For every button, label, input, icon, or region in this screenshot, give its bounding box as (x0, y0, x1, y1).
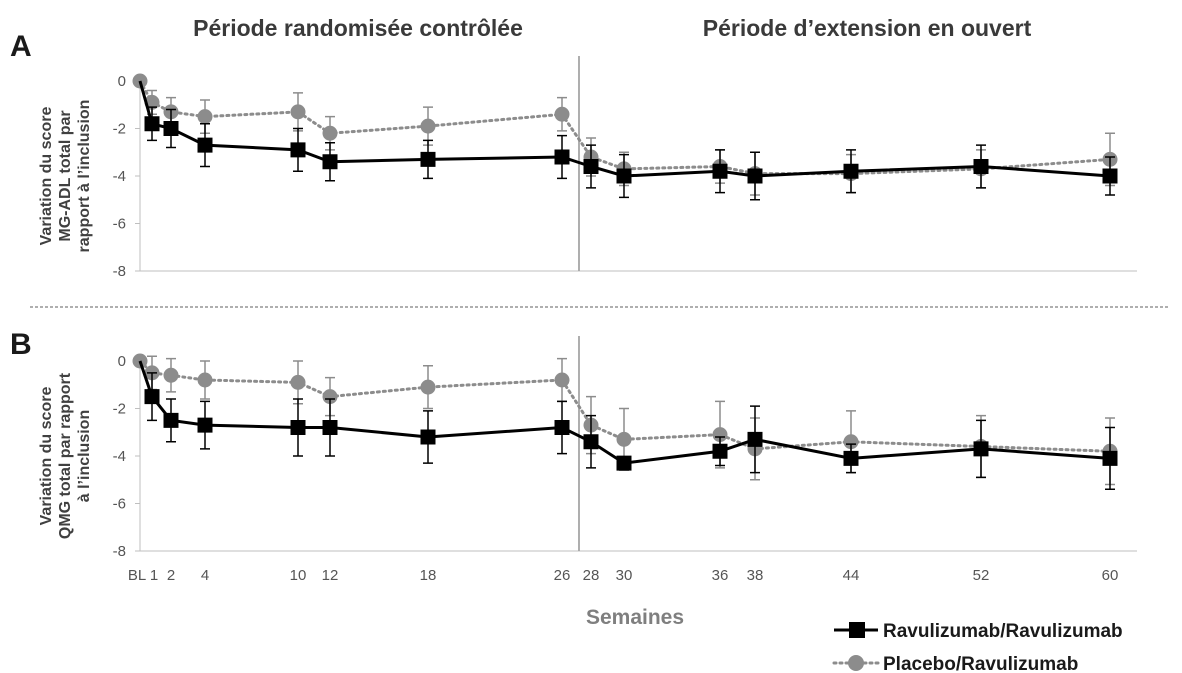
data-point-ravu (197, 137, 213, 153)
data-point-ravu (747, 168, 763, 184)
data-point-ravu (290, 142, 306, 158)
legend-marker-square (849, 622, 865, 638)
data-point-ravu (583, 434, 599, 450)
y-axis-title-line: à l’inclusion (76, 410, 93, 502)
y-tick-label: -8 (113, 263, 126, 280)
legend-label: Placebo/Ravulizumab (883, 654, 1078, 673)
data-point-ravu (747, 431, 763, 447)
y-tick-label: -6 (113, 216, 126, 233)
data-point-ravu (1102, 168, 1118, 184)
x-tick-label: BL (128, 567, 146, 584)
data-point-placebo (197, 372, 213, 388)
x-tick-label: 18 (420, 567, 437, 584)
data-point-ravu (616, 168, 632, 184)
data-point-ravu (1102, 450, 1118, 466)
data-point-placebo (163, 367, 179, 383)
legend-item-ravu: Ravulizumab/Ravulizumab (834, 621, 1123, 642)
panel-b-letter: B (10, 328, 32, 361)
data-point-ravu (420, 151, 436, 167)
y-axis-title-line: Variation du score (38, 107, 55, 246)
data-point-placebo (554, 372, 570, 388)
x-tick-label: 12 (322, 567, 339, 584)
y-tick-label: -4 (113, 168, 126, 185)
data-point-placebo (712, 427, 728, 443)
legend-item-placebo: Placebo/Ravulizumab (832, 654, 1078, 673)
data-point-placebo (197, 109, 213, 125)
x-tick-label: 60 (1102, 567, 1119, 584)
x-tick-label: 44 (843, 567, 860, 584)
panel-a-letter: A (10, 30, 32, 63)
data-point-ravu (322, 154, 338, 170)
y-axis-title-line: MG-ADL total par (57, 110, 74, 241)
series-line-placebo (138, 79, 1112, 176)
y-tick-label: -2 (113, 121, 126, 138)
data-point-ravu (554, 149, 570, 165)
x-tick-label: 2 (167, 567, 175, 584)
y-tick-label: -8 (113, 543, 126, 560)
x-tick-label: 26 (554, 567, 571, 584)
data-point-ravu (163, 121, 179, 136)
data-point-ravu (616, 455, 632, 471)
panel-a-chart: 0 -2 -4 -6 -8 Variation du score MG-ADL total … (38, 56, 1137, 280)
data-point-placebo (420, 379, 436, 395)
data-point-placebo (290, 374, 306, 390)
legend-marker-circle (848, 655, 864, 671)
x-axis-title: Semaines (586, 606, 684, 629)
x-tick-label: 36 (712, 567, 729, 584)
data-point-ravu (712, 163, 728, 179)
data-point-placebo (420, 118, 436, 134)
x-tick-label: 28 (583, 567, 600, 584)
x-tick-labels: BL 1 2 4 10 12 18 26 28 30 36 38 44 52 60 (128, 567, 1119, 584)
y-tick-label: 0 (118, 73, 126, 90)
y-tick-label: -6 (113, 496, 126, 513)
data-point-ravu (973, 441, 989, 457)
period-extension-title: Période d’extension en ouvert (703, 15, 1032, 41)
data-point-ravu (144, 389, 160, 405)
data-point-ravu (843, 450, 859, 466)
y-axis-title-line: QMG total par rapport (57, 372, 74, 539)
series-line-ravu (138, 360, 1111, 465)
y-axis-title-line: rapport à l’inclusion (76, 100, 93, 253)
data-point-ravu (554, 420, 570, 435)
data-point-ravu (712, 443, 728, 459)
panel-b-chart: 0 -2 -4 -6 -8 Variation du score QMG total par… (38, 336, 1137, 560)
series-ravu (138, 360, 1118, 490)
data-point-placebo (554, 106, 570, 122)
data-point-ravu (973, 159, 989, 174)
x-tick-label: 4 (201, 567, 209, 584)
data-point-ravu (163, 412, 179, 428)
data-point-ravu (843, 163, 859, 179)
data-point-placebo (616, 431, 632, 447)
y-axis-title: Variation du score QMG total par rapport à… (38, 372, 93, 539)
data-point-placebo (322, 125, 338, 141)
data-point-ravu (290, 420, 306, 435)
data-point-ravu (197, 417, 213, 433)
x-tick-label: 1 (150, 567, 158, 584)
data-point-ravu (583, 159, 599, 174)
data-point-ravu (144, 116, 160, 132)
series-ravu (138, 80, 1118, 201)
x-tick-label: 38 (747, 567, 764, 584)
data-point-placebo (322, 389, 338, 405)
y-tick-label: 0 (118, 353, 126, 370)
legend: Ravulizumab/Ravulizumab Placebo/Ravulizum… (832, 621, 1123, 673)
y-axis-title-line: Variation du score (38, 387, 55, 526)
y-tick-label: -2 (113, 401, 126, 418)
data-point-placebo (290, 104, 306, 120)
period-randomized-title: Période randomisée contrôlée (193, 15, 523, 41)
data-point-ravu (322, 420, 338, 435)
x-tick-label: 30 (616, 567, 633, 584)
x-tick-label: 52 (973, 567, 990, 584)
data-point-ravu (420, 429, 436, 445)
data-point-placebo (843, 434, 859, 450)
legend-label: Ravulizumab/Ravulizumab (883, 621, 1123, 642)
y-tick-label: -4 (113, 448, 126, 465)
x-tick-label: 10 (290, 567, 307, 584)
y-axis-title: Variation du score MG-ADL total par rappor… (38, 100, 93, 253)
